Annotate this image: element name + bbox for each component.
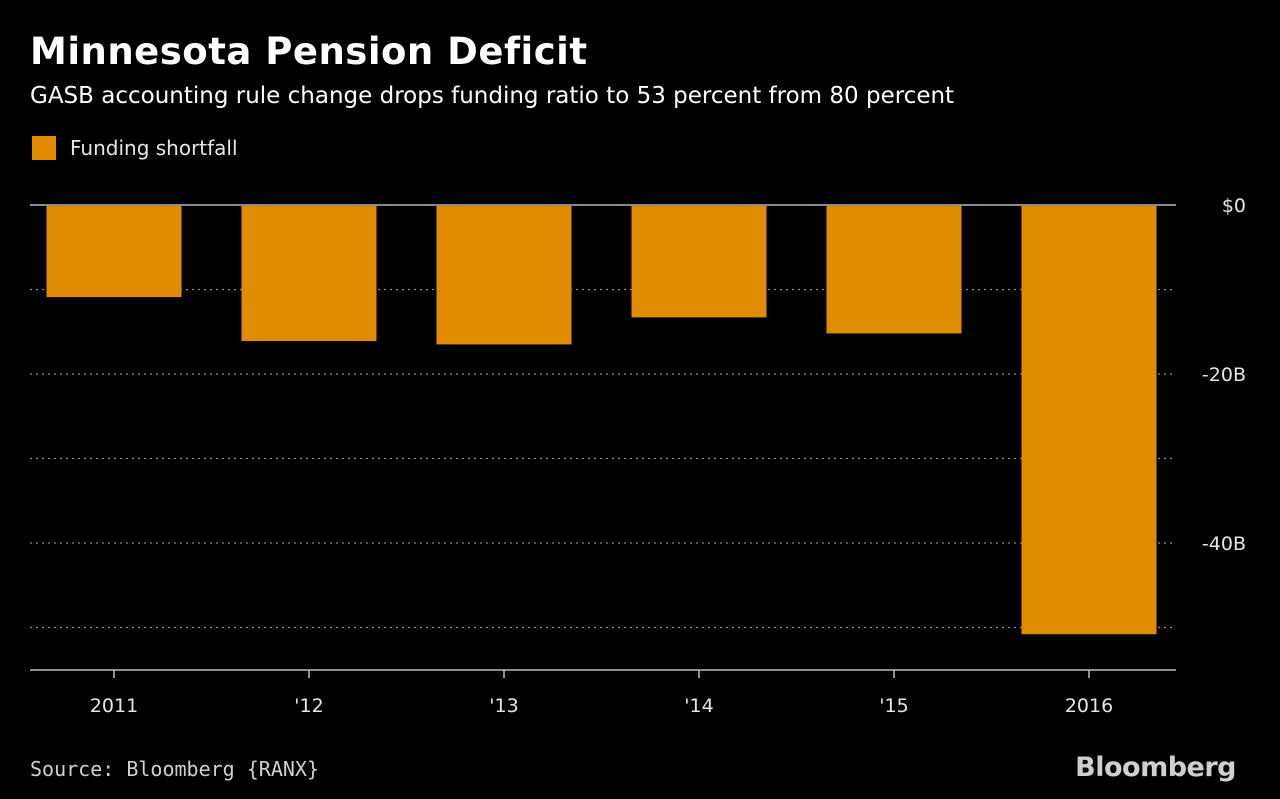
x-tick-label: '13: [489, 695, 518, 717]
bar: [436, 205, 572, 345]
chart-subtitle: GASB accounting rule change drops fundin…: [30, 83, 955, 109]
legend: Funding shortfall: [32, 136, 238, 160]
x-tick-label: 2016: [1065, 695, 1113, 717]
x-tick-label: 2011: [90, 695, 138, 717]
bar: [826, 205, 962, 334]
chart-title: Minnesota Pension Deficit: [30, 30, 588, 73]
y-axis: $0 -20B -40B: [1202, 195, 1246, 555]
legend-swatch: [32, 136, 56, 160]
bar: [631, 205, 767, 318]
x-tick-label: '12: [294, 695, 323, 717]
source-note: Source: Bloomberg {RANX}: [30, 757, 319, 781]
bar: [1021, 205, 1157, 635]
bar-layer: [46, 205, 1157, 635]
x-tick-label: '15: [879, 695, 908, 717]
x-tick-label: '14: [684, 695, 713, 717]
y-tick-label: -40B: [1202, 533, 1246, 555]
legend-label: Funding shortfall: [70, 136, 238, 160]
x-axis: 2011 '12 '13 '14 '15 2016: [30, 669, 1176, 717]
grid-layer: [30, 288, 1176, 629]
y-tick-label: -20B: [1202, 364, 1246, 386]
bloomberg-logo: Bloomberg: [1075, 752, 1236, 783]
bar: [46, 205, 182, 298]
y-tick-label: $0: [1222, 195, 1246, 217]
bar: [241, 205, 377, 342]
